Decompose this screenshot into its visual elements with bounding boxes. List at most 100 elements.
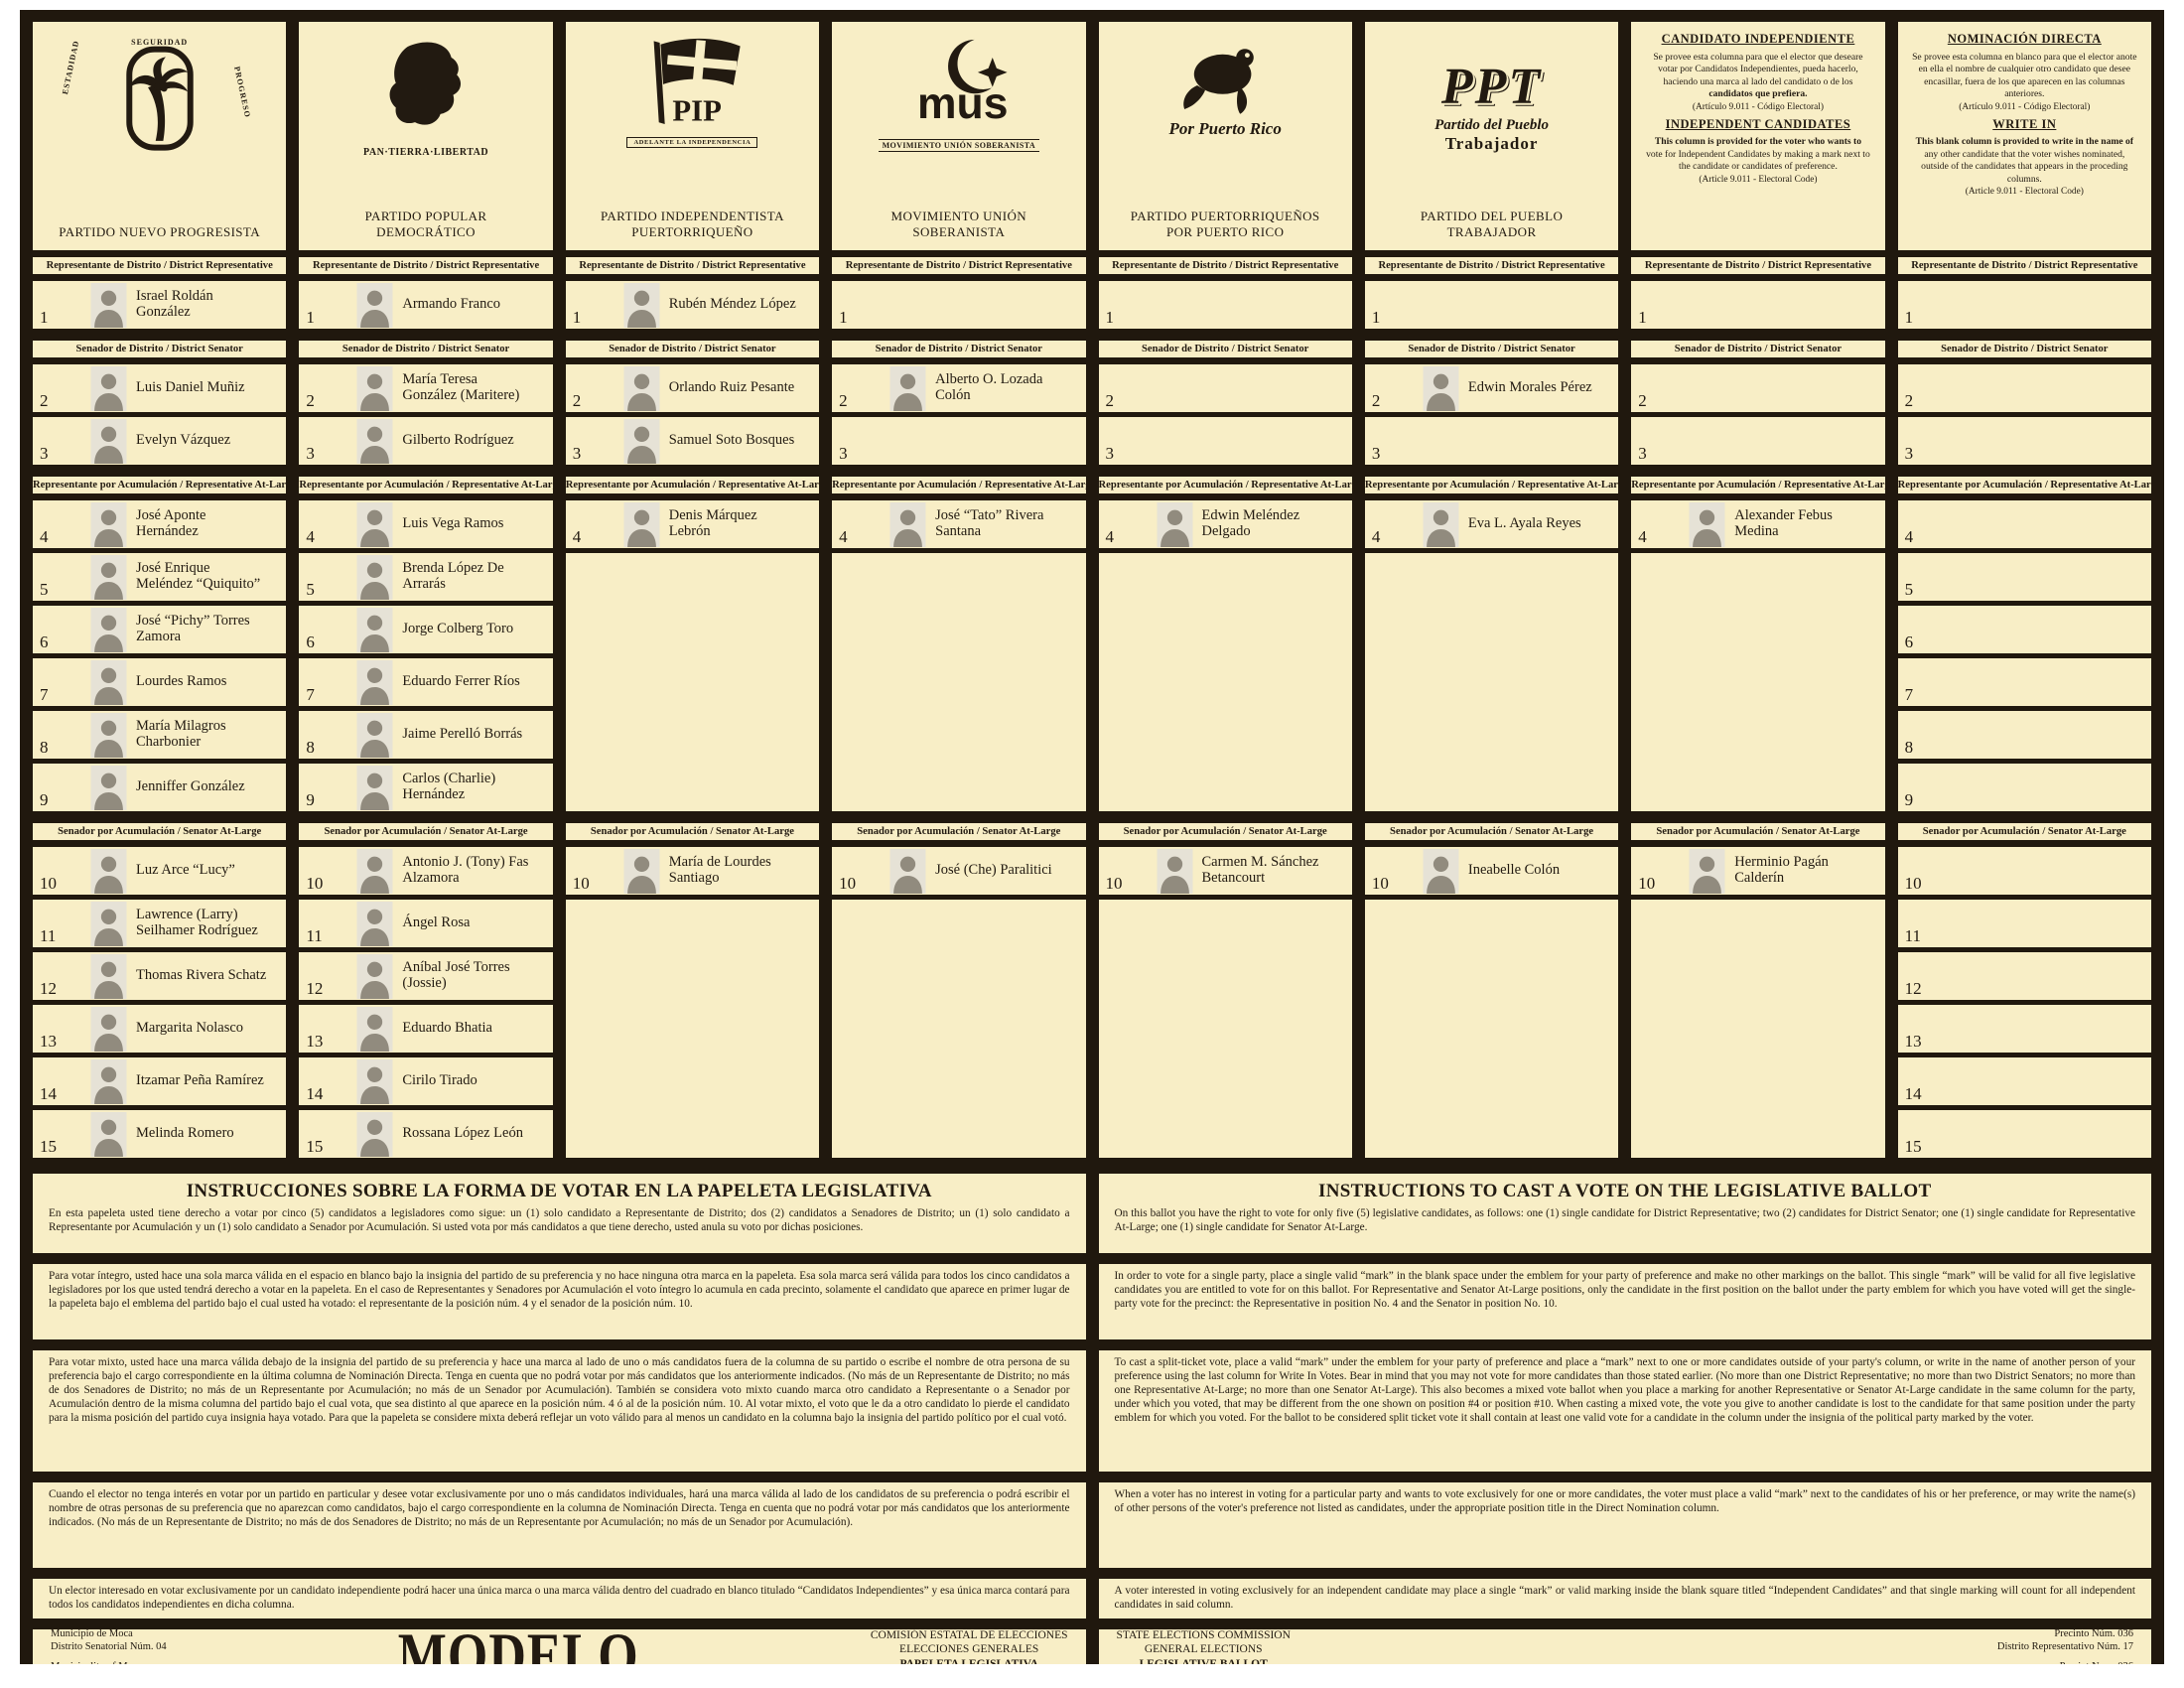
candidate-cell-ppr-10[interactable]: 10 Carmen M. Sánchez Betancourt — [1098, 847, 1352, 895]
candidate-cell-ppt-10[interactable]: 10 Ineabelle Colón — [1364, 847, 1619, 895]
blank-cell-pip-5[interactable] — [565, 553, 820, 811]
empty-cell-writein-7[interactable]: 7 — [1897, 658, 2151, 706]
candidate-cell-pnp-7[interactable]: 7 Lourdes Ramos — [33, 658, 287, 706]
candidate-cell-ppd-10[interactable]: 10 Antonio J. (Tony) Fas Alzamora — [299, 847, 553, 895]
candidate-cell-ppd-5[interactable]: 5 Brenda López De Arrarás — [299, 553, 553, 601]
position-number: 14 — [306, 1084, 324, 1103]
candidate-name: Rossana López León — [402, 1125, 523, 1142]
blank-cell-mus-11[interactable] — [832, 900, 1086, 1158]
candidate-cell-ind-4[interactable]: 4 Alexander Febus Medina — [1631, 500, 1885, 548]
blank-cell-ppt-5[interactable] — [1364, 553, 1619, 811]
ppt-logo: PPT Partido del Pueblo Trabajador — [1365, 36, 1618, 154]
candidate-name: Jaime Perelló Borrás — [402, 726, 523, 743]
empty-cell-writein-12[interactable]: 12 — [1897, 952, 2151, 1000]
candidate-cell-mus-10[interactable]: 10 José (Che) Paralitici — [832, 847, 1086, 895]
candidate-cell-ppd-9[interactable]: 9 Carlos (Charlie) Hernández — [299, 764, 553, 811]
candidate-cell-pip-3[interactable]: 3 Samuel Soto Bosques — [565, 417, 820, 465]
writein-header-box[interactable]: NOMINACIÓN DIRECTA Se provee esta columna… — [1897, 22, 2151, 250]
candidate-photo — [90, 282, 127, 328]
empty-cell-writein-13[interactable]: 13 — [1897, 1005, 2151, 1053]
empty-cell-ind-2[interactable]: 2 — [1631, 364, 1885, 412]
candidate-cell-pnp-2[interactable]: 2 Luis Daniel Muñiz — [33, 364, 287, 412]
empty-cell-writein-11[interactable]: 11 — [1897, 900, 2151, 947]
empty-cell-ppr-2[interactable]: 2 — [1098, 364, 1352, 412]
blank-cell-ppr-11[interactable] — [1098, 900, 1352, 1158]
empty-cell-ppr-1[interactable]: 1 — [1098, 281, 1352, 329]
candidate-cell-pnp-13[interactable]: 13 Margarita Nolasco — [33, 1005, 287, 1053]
candidate-cell-pnp-6[interactable]: 6 José “Pichy” Torres Zamora — [33, 606, 287, 653]
candidate-cell-pnp-10[interactable]: 10 Luz Arce “Lucy” — [33, 847, 287, 895]
candidate-cell-pip-10[interactable]: 10 María de Lourdes Santiago — [565, 847, 820, 895]
blank-cell-ppt-11[interactable] — [1364, 900, 1619, 1158]
empty-cell-writein-3[interactable]: 3 — [1897, 417, 2151, 465]
empty-cell-ppr-3[interactable]: 3 — [1098, 417, 1352, 465]
position-number: 3 — [306, 444, 315, 463]
candidate-cell-ppd-15[interactable]: 15 Rossana López León — [299, 1110, 553, 1158]
candidate-cell-ppt-2[interactable]: 2 Edwin Morales Pérez — [1364, 364, 1619, 412]
empty-cell-ppt-3[interactable]: 3 — [1364, 417, 1619, 465]
ind-header-box[interactable]: CANDIDATO INDEPENDIENTE Se provee esta co… — [1631, 22, 1885, 250]
candidate-cell-pnp-4[interactable]: 4 José Aponte Hernández — [33, 500, 287, 548]
ppr-header-box[interactable]: Por Puerto Rico PARTIDO PUERTORRIQUEÑOS P… — [1098, 22, 1352, 250]
candidate-cell-ppd-2[interactable]: 2 María Teresa González (Maritere) — [299, 364, 553, 412]
instructions-es-p1: En esta papeleta usted tiene derecho a v… — [49, 1207, 1070, 1233]
empty-cell-writein-5[interactable]: 5 — [1897, 553, 2151, 601]
candidate-cell-pnp-9[interactable]: 9 Jenniffer González — [33, 764, 287, 811]
empty-cell-ind-3[interactable]: 3 — [1631, 417, 1885, 465]
empty-cell-mus-1[interactable]: 1 — [832, 281, 1086, 329]
ppt-header-box[interactable]: PPT Partido del Pueblo Trabajador PARTIDO… — [1364, 22, 1619, 250]
candidate-cell-ppd-6[interactable]: 6 Jorge Colberg Toro — [299, 606, 553, 653]
candidate-cell-ppd-12[interactable]: 12 Aníbal José Torres (Jossie) — [299, 952, 553, 1000]
candidate-cell-mus-4[interactable]: 4 José “Tato” Rivera Santana — [832, 500, 1086, 548]
candidate-cell-pnp-5[interactable]: 5 José Enrique Meléndez “Quiquito” — [33, 553, 287, 601]
candidate-name: Armando Franco — [402, 296, 501, 313]
candidate-cell-ppt-4[interactable]: 4 Eva L. Ayala Reyes — [1364, 500, 1619, 548]
blank-cell-mus-5[interactable] — [832, 553, 1086, 811]
writein-body-es: Se provee esta columna en blanco para qu… — [1912, 51, 2137, 100]
candidate-cell-pnp-15[interactable]: 15 Melinda Romero — [33, 1110, 287, 1158]
candidate-cell-pnp-11[interactable]: 11 Lawrence (Larry) Seilhamer Rodríguez — [33, 900, 287, 947]
empty-cell-ind-1[interactable]: 1 — [1631, 281, 1885, 329]
candidate-cell-ppd-1[interactable]: 1 Armando Franco — [299, 281, 553, 329]
candidate-cell-ppd-11[interactable]: 11 Ángel Rosa — [299, 900, 553, 947]
blank-cell-ind-5[interactable] — [1631, 553, 1885, 811]
empty-cell-writein-1[interactable]: 1 — [1897, 281, 2151, 329]
candidate-cell-pnp-3[interactable]: 3 Evelyn Vázquez — [33, 417, 287, 465]
empty-cell-writein-2[interactable]: 2 — [1897, 364, 2151, 412]
ind-body-es-bold: candidatos que prefiera. — [1708, 88, 1808, 100]
candidate-cell-ppr-4[interactable]: 4 Edwin Meléndez Delgado — [1098, 500, 1352, 548]
blank-cell-pip-11[interactable] — [565, 900, 820, 1158]
candidate-cell-ppd-13[interactable]: 13 Eduardo Bhatia — [299, 1005, 553, 1053]
empty-cell-ppt-1[interactable]: 1 — [1364, 281, 1619, 329]
candidate-cell-mus-2[interactable]: 2 Alberto O. Lozada Colón — [832, 364, 1086, 412]
candidate-cell-ppd-14[interactable]: 14 Cirilo Tirado — [299, 1057, 553, 1105]
empty-cell-mus-3[interactable]: 3 — [832, 417, 1086, 465]
candidate-cell-pnp-8[interactable]: 8 María Milagros Charbonier — [33, 711, 287, 759]
empty-cell-writein-8[interactable]: 8 — [1897, 711, 2151, 759]
candidate-cell-pnp-14[interactable]: 14 Itzamar Peña Ramírez — [33, 1057, 287, 1105]
candidate-cell-ppd-8[interactable]: 8 Jaime Perelló Borrás — [299, 711, 553, 759]
candidate-cell-pip-4[interactable]: 4 Denis Márquez Lebrón — [565, 500, 820, 548]
position-number: 3 — [40, 444, 49, 463]
candidate-cell-ppd-3[interactable]: 3 Gilberto Rodríguez — [299, 417, 553, 465]
empty-cell-writein-9[interactable]: 9 — [1897, 764, 2151, 811]
blank-cell-ppr-5[interactable] — [1098, 553, 1352, 811]
candidate-cell-ppd-4[interactable]: 4 Luis Vega Ramos — [299, 500, 553, 548]
candidate-cell-ppd-7[interactable]: 7 Eduardo Ferrer Ríos — [299, 658, 553, 706]
pip-header-box[interactable]: PIP ADELANTE LA INDEPENDENCIA PARTIDO IND… — [565, 22, 820, 250]
empty-cell-writein-10[interactable]: 10 — [1897, 847, 2151, 895]
mus-header-box[interactable]: mus MOVIMIENTO UNIÓN SOBERANISTA MOVIMIEN… — [832, 22, 1086, 250]
candidate-cell-pip-1[interactable]: 1 Rubén Méndez López — [565, 281, 820, 329]
empty-cell-writein-15[interactable]: 15 — [1897, 1110, 2151, 1158]
empty-cell-writein-6[interactable]: 6 — [1897, 606, 2151, 653]
empty-cell-writein-14[interactable]: 14 — [1897, 1057, 2151, 1105]
ppd-header-box[interactable]: PAN·TIERRA·LIBERTAD PARTIDO POPULAR DEMOC… — [299, 22, 553, 250]
candidate-cell-pip-2[interactable]: 2 Orlando Ruiz Pesante — [565, 364, 820, 412]
empty-cell-writein-4[interactable]: 4 — [1897, 500, 2151, 548]
cee-line: COMISIÓN ESTATAL DE ELECCIONES — [870, 1629, 1068, 1641]
candidate-cell-pnp-12[interactable]: 12 Thomas Rivera Schatz — [33, 952, 287, 1000]
pnp-header-box[interactable]: SEGURIDAD ESTADIDAD PROGRESO PARTIDO NUE… — [33, 22, 287, 250]
candidate-cell-ind-10[interactable]: 10 Herminio Pagán Calderín — [1631, 847, 1885, 895]
candidate-cell-pnp-1[interactable]: 1 Israel Roldán González — [33, 281, 287, 329]
blank-cell-ind-11[interactable] — [1631, 900, 1885, 1158]
